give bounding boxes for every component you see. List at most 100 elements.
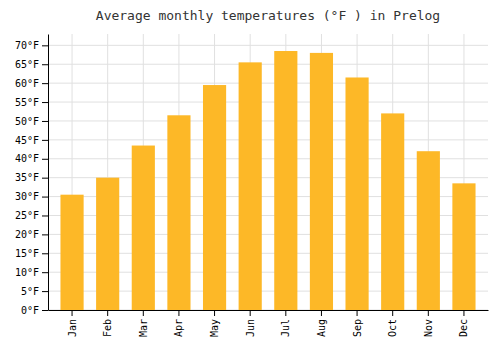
- bar: [274, 51, 297, 310]
- y-tick-mark: [42, 140, 48, 141]
- x-tick: Sep: [352, 310, 363, 337]
- y-tick-label: 10°F: [15, 267, 39, 278]
- bar: [60, 195, 83, 310]
- y-tick-label: 20°F: [15, 229, 39, 240]
- x-tick-mark: [392, 310, 393, 316]
- x-tick-label: Dec: [458, 319, 469, 337]
- y-tick-label: 70°F: [15, 40, 39, 51]
- title: Average monthly temperatures (°F ) in Pr…: [96, 8, 440, 23]
- x-tick: Oct: [387, 310, 398, 337]
- bar: [167, 115, 190, 310]
- plot: 0°F 5°F 10°F 15°F 20°F 25°F 30°F 35°F 40°F 45°F 50…: [15, 34, 489, 337]
- y-tick-mark: [42, 159, 48, 160]
- x-tick-mark: [463, 310, 464, 316]
- grid-line-y: [48, 120, 488, 121]
- x-tick-mark: [357, 310, 358, 316]
- x-tick-mark: [72, 310, 73, 316]
- x-tick-label: Mar: [138, 319, 149, 337]
- bars: [60, 51, 475, 310]
- x-axis-line: [49, 310, 489, 311]
- y-tick: 30°F: [15, 191, 48, 202]
- y-tick: 5°F: [21, 286, 48, 297]
- x-axis: Jan Feb Mar Apr May Jun Jul Aug Sep Oct Nov Dec: [49, 310, 489, 337]
- x-tick: Jun: [245, 310, 256, 337]
- x-tick-label: Aug: [316, 319, 327, 337]
- x-tick-label: May: [209, 319, 220, 337]
- x-tick: Feb: [102, 310, 113, 337]
- x-tick: Mar: [138, 310, 149, 337]
- y-tick: 35°F: [15, 172, 48, 183]
- x-tick: Apr: [173, 310, 184, 337]
- y-tick-mark: [42, 272, 48, 273]
- x-tick-mark: [428, 310, 429, 316]
- y-axis-line: [48, 35, 49, 311]
- grid-line-y: [48, 83, 488, 84]
- bar: [132, 146, 155, 310]
- x-tick-label: Sep: [352, 319, 363, 337]
- x-tick-mark: [285, 310, 286, 316]
- x-tick: Jan: [67, 310, 78, 337]
- x-tick-mark: [107, 310, 108, 316]
- x-tick: Nov: [423, 310, 434, 337]
- y-tick-mark: [42, 253, 48, 254]
- y-tick-mark: [42, 102, 48, 103]
- x-tick-label: Feb: [102, 319, 113, 337]
- x-tick-mark: [143, 310, 144, 316]
- grid: [48, 34, 488, 310]
- y-tick: 60°F: [15, 78, 48, 89]
- y-tick-mark: [42, 178, 48, 179]
- chart-svg: 0°F 5°F 10°F 15°F 20°F 25°F 30°F 35°F 40°F 45°F 50…: [0, 0, 500, 350]
- x-tick: Jul: [280, 310, 291, 337]
- x-tick-label: Jul: [280, 319, 291, 337]
- chart-container: 0°F 5°F 10°F 15°F 20°F 25°F 30°F 35°F 40°F 45°F 50…: [0, 0, 500, 350]
- y-tick-label: 0°F: [21, 305, 39, 316]
- y-tick: 55°F: [15, 97, 48, 108]
- y-tick: 40°F: [15, 153, 48, 164]
- x-tick-label: Apr: [173, 319, 184, 337]
- y-tick-mark: [42, 83, 48, 84]
- y-tick: 10°F: [15, 267, 48, 278]
- bar: [96, 178, 119, 310]
- grid-line-y: [48, 45, 488, 46]
- x-tick: Aug: [316, 310, 327, 337]
- x-tick-mark: [321, 310, 322, 316]
- grid-line-y: [48, 139, 488, 140]
- y-tick-label: 35°F: [15, 172, 39, 183]
- y-tick: 15°F: [15, 248, 48, 259]
- y-tick-mark: [42, 215, 48, 216]
- y-tick: 0°F: [21, 305, 48, 316]
- y-tick-label: 60°F: [15, 78, 39, 89]
- y-tick: 50°F: [15, 116, 48, 127]
- y-tick-label: 65°F: [15, 59, 39, 70]
- x-tick: May: [209, 310, 220, 337]
- y-tick-mark: [42, 291, 48, 292]
- x-tick-mark: [178, 310, 179, 316]
- x-tick-mark: [214, 310, 215, 316]
- bar: [345, 77, 368, 310]
- y-tick-label: 15°F: [15, 248, 39, 259]
- bar: [381, 113, 404, 310]
- y-tick-label: 40°F: [15, 153, 39, 164]
- bar: [310, 53, 333, 310]
- y-axis: 0°F 5°F 10°F 15°F 20°F 25°F 30°F 35°F 40°F 45°F 50…: [15, 35, 49, 316]
- y-tick: 25°F: [15, 210, 48, 221]
- y-tick-mark: [42, 310, 48, 311]
- y-tick-label: 55°F: [15, 97, 39, 108]
- x-tick-mark: [250, 310, 251, 316]
- y-tick: 20°F: [15, 229, 48, 240]
- y-tick-label: 25°F: [15, 210, 39, 221]
- bar: [417, 151, 440, 310]
- y-tick-label: 30°F: [15, 191, 39, 202]
- y-tick-label: 50°F: [15, 116, 39, 127]
- y-tick-label: 45°F: [15, 135, 39, 146]
- bar: [239, 62, 262, 310]
- grid-line-y: [48, 64, 488, 65]
- bar: [203, 85, 226, 310]
- x-tick-label: Nov: [423, 319, 434, 337]
- y-tick: 70°F: [15, 40, 48, 51]
- y-tick-mark: [42, 64, 48, 65]
- y-tick-mark: [42, 197, 48, 198]
- y-tick-mark: [42, 45, 48, 46]
- grid-line-y: [48, 102, 488, 103]
- x-tick-label: Jun: [245, 319, 256, 337]
